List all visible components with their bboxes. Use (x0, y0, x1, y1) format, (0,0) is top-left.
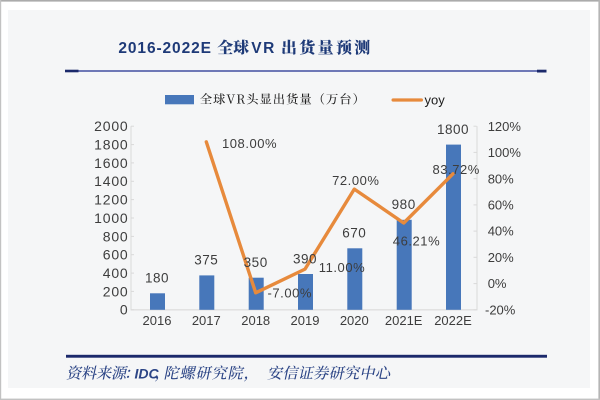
svg-text:1800: 1800 (437, 122, 469, 137)
svg-text:670: 670 (342, 226, 366, 241)
svg-text:20%: 20% (488, 250, 514, 265)
svg-text:yoy: yoy (425, 92, 446, 107)
svg-text:-20%: -20% (485, 302, 516, 317)
svg-text:200: 200 (103, 283, 129, 299)
svg-text:1800: 1800 (94, 137, 128, 153)
svg-text:180: 180 (145, 271, 169, 286)
svg-text:390: 390 (293, 251, 317, 266)
svg-text:375: 375 (194, 253, 218, 268)
svg-text:2022E: 2022E (434, 313, 472, 328)
svg-text:800: 800 (103, 228, 129, 244)
svg-text:1400: 1400 (94, 173, 128, 189)
svg-text:-7.00%: -7.00% (268, 286, 313, 301)
svg-text:VR: VR (251, 40, 276, 57)
svg-text:2016-2022E: 2016-2022E (118, 40, 211, 57)
svg-text:980: 980 (392, 197, 416, 212)
svg-text:2000: 2000 (94, 118, 128, 134)
svg-text:2020: 2020 (340, 313, 369, 328)
svg-text:11.00%: 11.00% (319, 260, 365, 275)
svg-text:2016: 2016 (143, 313, 172, 328)
svg-text:600: 600 (103, 247, 129, 263)
svg-text:350: 350 (244, 255, 268, 270)
svg-text:1200: 1200 (94, 192, 128, 208)
svg-text:IDC: IDC (135, 365, 160, 381)
svg-text:0: 0 (120, 302, 129, 318)
svg-text:120%: 120% (488, 119, 522, 134)
svg-text:2017: 2017 (192, 313, 221, 328)
svg-text:40%: 40% (488, 224, 514, 239)
svg-text:100%: 100% (488, 145, 522, 160)
svg-text:60%: 60% (488, 198, 514, 213)
svg-text:1000: 1000 (94, 210, 128, 226)
svg-text:0%: 0% (488, 276, 507, 291)
svg-text:83.72%: 83.72% (433, 162, 480, 177)
svg-text:2019: 2019 (291, 313, 320, 328)
svg-text:2018: 2018 (241, 313, 270, 328)
svg-text:1600: 1600 (94, 155, 128, 171)
svg-text:72.00%: 72.00% (332, 173, 379, 188)
svg-text:2021E: 2021E (385, 313, 423, 328)
svg-text:108.00%: 108.00% (222, 136, 277, 151)
svg-text:46.21%: 46.21% (393, 234, 440, 249)
svg-text:80%: 80% (488, 171, 514, 186)
svg-text:400: 400 (103, 265, 129, 281)
